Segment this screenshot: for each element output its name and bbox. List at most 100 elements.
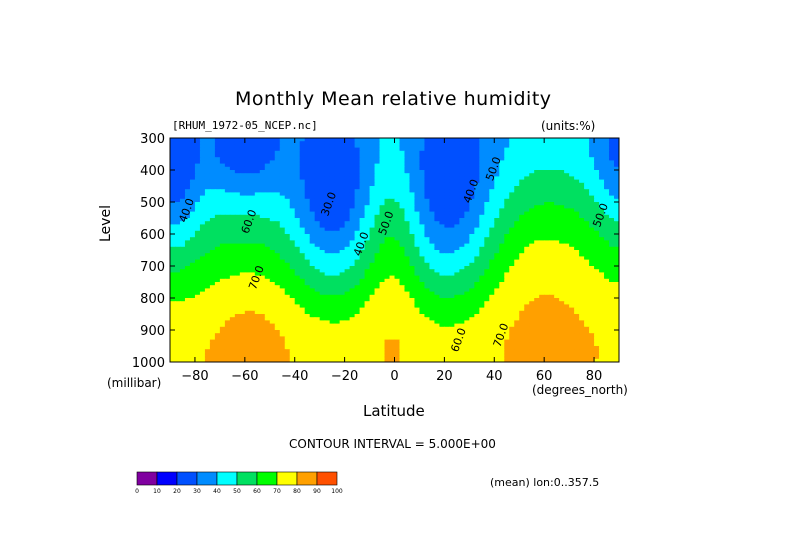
- field-cell: [424, 147, 431, 152]
- field-cell: [614, 307, 619, 312]
- field-cell: [519, 243, 525, 248]
- field-cell: [409, 182, 416, 187]
- field-cell: [264, 202, 271, 206]
- field-cell: [489, 150, 495, 155]
- field-cell: [369, 173, 376, 177]
- field-cell: [219, 208, 226, 213]
- field-cell: [599, 256, 605, 261]
- field-cell: [384, 262, 391, 267]
- field-cell: [534, 147, 540, 152]
- field-cell: [379, 301, 386, 305]
- field-cell: [519, 170, 525, 174]
- field-cell: [484, 259, 490, 264]
- field-cell: [529, 176, 535, 181]
- field-cell: [329, 160, 336, 165]
- field-cell: [529, 307, 535, 312]
- field-cell: [534, 198, 540, 203]
- field-cell: [424, 154, 431, 158]
- field-cell: [564, 227, 570, 232]
- field-cell: [534, 202, 540, 206]
- field-cell: [534, 266, 540, 270]
- field-cell: [364, 221, 371, 225]
- field-cell: [174, 224, 181, 229]
- field-cell: [449, 160, 455, 165]
- field-cell: [519, 166, 525, 171]
- field-cell: [489, 250, 495, 254]
- field-cell: [229, 285, 236, 289]
- field-cell: [399, 304, 406, 309]
- field-cell: [564, 307, 570, 312]
- field-cell: [529, 157, 535, 161]
- field-cell: [504, 246, 510, 251]
- field-cell: [279, 301, 286, 305]
- field-cell: [489, 291, 495, 296]
- field-cell: [304, 234, 311, 238]
- field-cell: [444, 163, 450, 168]
- field-cell: [184, 173, 191, 177]
- field-cell: [554, 301, 560, 305]
- field-cell: [499, 144, 505, 149]
- field-cell: [594, 163, 600, 168]
- field-cell: [184, 195, 191, 200]
- field-cell: [589, 154, 595, 158]
- field-cell: [584, 208, 590, 213]
- field-cell: [599, 294, 605, 299]
- field-cell: [344, 221, 351, 225]
- field-cell: [379, 141, 386, 145]
- field-cell: [499, 256, 505, 261]
- field-cell: [534, 298, 540, 302]
- field-cell: [304, 269, 311, 273]
- field-cell: [354, 218, 361, 222]
- field-cell: [354, 198, 361, 203]
- field-cell: [379, 288, 386, 293]
- field-cell: [504, 221, 510, 225]
- field-cell: [524, 141, 530, 145]
- field-cell: [194, 186, 201, 190]
- field-cell: [274, 250, 281, 254]
- field-cell: [579, 154, 585, 158]
- field-cell: [319, 230, 326, 235]
- field-cell: [364, 157, 371, 161]
- field-cell: [534, 282, 540, 286]
- field-cell: [474, 253, 480, 257]
- field-cell: [594, 173, 600, 177]
- field-cell: [170, 246, 176, 251]
- field-cell: [399, 282, 406, 286]
- field-cell: [274, 163, 281, 168]
- field-cell: [534, 211, 540, 216]
- field-cell: [559, 269, 565, 273]
- field-cell: [324, 189, 331, 193]
- field-cell: [559, 160, 565, 165]
- field-cell: [199, 138, 206, 142]
- field-cell: [424, 202, 431, 206]
- field-cell: [354, 288, 361, 293]
- field-cell: [554, 179, 560, 184]
- field-cell: [544, 138, 550, 142]
- field-cell: [584, 269, 590, 273]
- field-cell: [509, 198, 515, 203]
- field-cell: [349, 298, 356, 302]
- field-cell: [174, 195, 181, 200]
- field-cell: [539, 202, 545, 206]
- field-cell: [319, 173, 326, 177]
- field-cell: [569, 246, 575, 251]
- field-cell: [589, 253, 595, 257]
- field-cell: [494, 179, 500, 184]
- field-cell: [309, 157, 316, 161]
- field-cell: [534, 246, 540, 251]
- field-cell: [569, 198, 575, 203]
- field-cell: [404, 141, 411, 145]
- field-cell: [349, 240, 356, 245]
- field-cell: [424, 262, 431, 267]
- field-cell: [469, 170, 475, 174]
- field-cell: [224, 202, 231, 206]
- field-cell: [484, 298, 490, 302]
- field-cell: [579, 282, 585, 286]
- field-cell: [359, 214, 366, 219]
- field-cell: [399, 173, 406, 177]
- field-cell: [289, 154, 296, 158]
- field-cell: [354, 301, 361, 305]
- field-cell: [484, 310, 490, 315]
- field-cell: [364, 230, 371, 235]
- field-cell: [354, 224, 361, 229]
